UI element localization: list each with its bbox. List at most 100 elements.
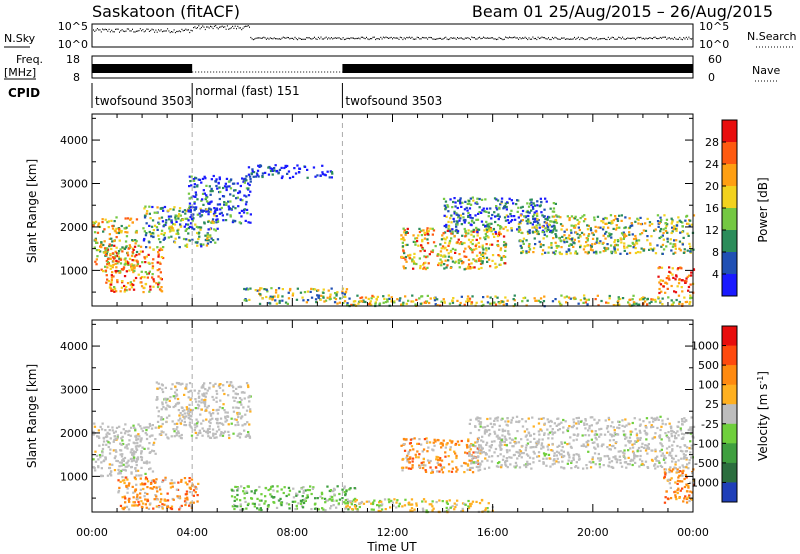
echo-cell: [476, 440, 479, 443]
nsky-point: [406, 36, 408, 39]
echo-cell: [298, 167, 301, 170]
echo-cell: [305, 496, 308, 500]
echo-cell: [232, 432, 235, 435]
echo-cell: [142, 291, 145, 294]
echo-cell: [451, 230, 454, 233]
echo-cell: [161, 503, 164, 506]
echo-cell: [480, 211, 483, 214]
echo-cell: [118, 229, 121, 232]
echo-cell: [617, 296, 620, 299]
echo-cell: [667, 431, 670, 434]
echo-cell: [607, 226, 610, 229]
echo-cell: [672, 228, 675, 231]
nsky-point: [644, 38, 646, 40]
echo-cell: [184, 493, 187, 496]
echo-cell: [271, 173, 274, 176]
echo-cell: [521, 240, 524, 243]
echo-cell: [130, 267, 133, 270]
echo-cell: [497, 465, 500, 468]
echo-cell: [235, 387, 238, 390]
echo-cell: [132, 424, 135, 427]
echo-cell: [243, 181, 246, 184]
echo-cell: [218, 406, 222, 409]
echo-cell: [214, 209, 217, 213]
nsky-point: [232, 25, 234, 27]
nsky-point: [466, 37, 468, 39]
echo-cell: [547, 453, 551, 456]
echo-cell: [616, 239, 620, 242]
echo-cell: [264, 171, 267, 174]
echo-cell: [133, 259, 136, 262]
echo-cell: [211, 428, 215, 431]
echo-cell: [170, 229, 173, 232]
echo-cell: [98, 454, 102, 457]
echo-cell: [148, 435, 152, 438]
echo-cell: [267, 166, 270, 169]
echo-cell: [609, 425, 613, 428]
echo-cell: [489, 228, 492, 231]
echo-cell: [439, 258, 442, 261]
echo-cell: [260, 493, 263, 496]
echo-cell: [215, 400, 218, 403]
nsky-point: [317, 36, 319, 38]
echo-cell: [293, 167, 296, 170]
echo-cell: [129, 451, 132, 454]
echo-cell: [119, 442, 122, 445]
echo-cell: [638, 424, 642, 427]
echo-cell: [481, 209, 484, 212]
echo-cell: [555, 454, 558, 457]
echo-cell: [426, 450, 429, 453]
echo-cell: [287, 297, 291, 300]
echo-cell: [467, 229, 470, 232]
echo-cell: [218, 428, 221, 431]
echo-cell: [692, 425, 696, 428]
nsky-point: [343, 38, 345, 41]
echo-cell: [485, 210, 488, 213]
echo-cell: [483, 432, 487, 435]
echo-cell: [156, 228, 159, 231]
echo-cell: [670, 217, 673, 220]
echo-cell: [528, 229, 531, 232]
freq-unit: [MHz]: [4, 66, 36, 79]
echo-cell: [285, 502, 289, 505]
echo-cell: [433, 438, 436, 441]
echo-cell: [106, 258, 110, 261]
nsky-point: [154, 31, 156, 33]
echo-cell: [174, 237, 177, 240]
nsky-point: [368, 38, 370, 41]
echo-cell: [478, 468, 482, 471]
nsky-point: [563, 37, 565, 39]
echo-cell: [149, 487, 152, 490]
nsky-point: [641, 38, 643, 40]
echo-cell: [536, 200, 539, 203]
echo-cell: [206, 432, 209, 435]
echo-cell: [570, 461, 573, 464]
echo-cell: [153, 224, 157, 227]
echo-cell: [685, 222, 689, 225]
echo-cell: [164, 478, 167, 481]
echo-cell: [474, 214, 477, 217]
echo-cell: [540, 211, 543, 214]
nsky-point: [403, 37, 405, 39]
echo-cell: [456, 468, 459, 471]
echo-cell: [240, 215, 243, 218]
echo-cell: [442, 197, 446, 200]
echo-cell: [489, 265, 492, 268]
nsky-point: [572, 38, 574, 40]
nsky-point: [674, 36, 676, 39]
echo-cell: [577, 433, 580, 436]
nsky-point: [592, 38, 594, 40]
echo-cell: [131, 457, 134, 460]
echo-cell: [196, 433, 199, 437]
nsky-point: [659, 36, 661, 39]
echo-cell: [257, 164, 260, 167]
echo-cell: [585, 445, 588, 448]
echo-cell: [521, 425, 525, 428]
nsky-point: [411, 36, 413, 38]
echo-cell: [540, 447, 543, 450]
echo-cell: [284, 165, 287, 168]
echo-cell: [152, 278, 155, 281]
echo-cell: [139, 440, 142, 443]
echo-cell: [679, 231, 682, 234]
freq-series: [92, 64, 693, 73]
